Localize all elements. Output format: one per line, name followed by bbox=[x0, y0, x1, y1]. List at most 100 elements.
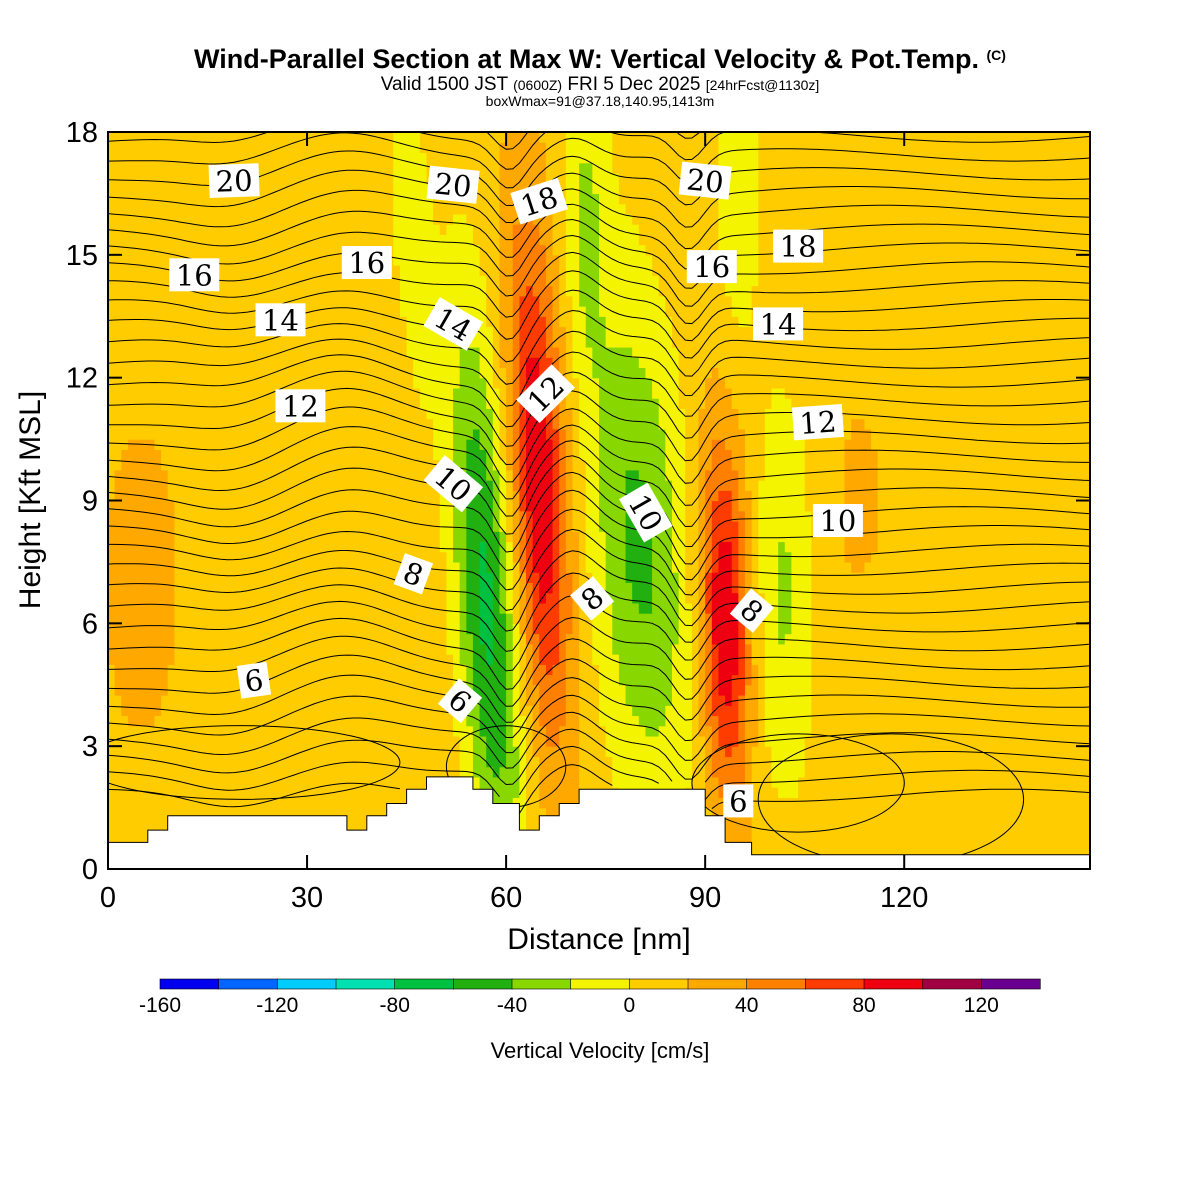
velocity-cell bbox=[744, 766, 753, 778]
velocity-cell bbox=[844, 572, 852, 583]
velocity-cell bbox=[983, 643, 992, 655]
velocity-cell bbox=[1023, 531, 1031, 543]
velocity-cell bbox=[890, 633, 899, 645]
velocity-cell bbox=[300, 602, 308, 614]
velocity-cell bbox=[134, 531, 142, 543]
velocity-cell bbox=[844, 848, 852, 860]
velocity-cell bbox=[784, 756, 793, 768]
velocity-cell bbox=[751, 551, 759, 563]
velocity-cell bbox=[579, 705, 587, 717]
velocity-cell bbox=[267, 735, 275, 747]
velocity-cell bbox=[360, 787, 368, 798]
velocity-cell bbox=[645, 643, 653, 655]
velocity-cell bbox=[798, 715, 806, 727]
velocity-cell bbox=[472, 705, 481, 717]
velocity-cell bbox=[154, 602, 162, 614]
velocity-cell bbox=[665, 654, 673, 665]
velocity-cell bbox=[519, 705, 527, 717]
velocity-cell bbox=[406, 715, 414, 727]
velocity-cell bbox=[930, 694, 938, 706]
velocity-cell bbox=[552, 623, 560, 635]
velocity-cell bbox=[811, 613, 819, 624]
velocity-cell bbox=[220, 797, 229, 809]
velocity-cell bbox=[366, 654, 375, 665]
velocity-cell bbox=[466, 756, 474, 768]
velocity-cell bbox=[592, 561, 600, 573]
velocity-cell bbox=[320, 715, 328, 727]
velocity-cell bbox=[1043, 684, 1051, 696]
velocity-cell bbox=[240, 551, 248, 563]
velocity-cell bbox=[472, 561, 481, 573]
velocity-cell bbox=[625, 715, 633, 727]
velocity-cell bbox=[910, 613, 919, 624]
velocity-cell bbox=[399, 725, 408, 737]
velocity-cell bbox=[419, 674, 428, 686]
velocity-cell bbox=[751, 756, 759, 768]
velocity-cell bbox=[705, 705, 713, 717]
velocity-cell bbox=[1010, 838, 1018, 850]
velocity-cell bbox=[1056, 541, 1065, 553]
velocity-cell bbox=[519, 817, 527, 829]
velocity-cell bbox=[970, 817, 978, 829]
velocity-cell bbox=[253, 643, 262, 655]
velocity-cell bbox=[691, 694, 700, 706]
velocity-cell bbox=[910, 551, 919, 563]
velocity-cell bbox=[1003, 602, 1011, 614]
velocity-cell bbox=[260, 715, 268, 727]
velocity-cell bbox=[154, 807, 162, 819]
velocity-cell bbox=[399, 541, 408, 553]
velocity-cell bbox=[963, 674, 972, 686]
velocity-cell bbox=[798, 643, 806, 655]
velocity-cell bbox=[1050, 572, 1058, 583]
velocity-cell bbox=[433, 735, 441, 747]
velocity-cell bbox=[778, 531, 786, 543]
velocity-cell bbox=[293, 582, 302, 594]
velocity-cell bbox=[512, 674, 520, 686]
velocity-cell bbox=[194, 613, 202, 624]
velocity-cell bbox=[937, 592, 945, 604]
velocity-cell bbox=[300, 797, 308, 809]
velocity-cell bbox=[917, 705, 925, 717]
velocity-cell bbox=[154, 592, 162, 604]
velocity-cell bbox=[234, 694, 242, 706]
velocity-cell bbox=[326, 766, 335, 778]
velocity-cell bbox=[937, 828, 945, 839]
velocity-cell bbox=[705, 551, 713, 563]
velocity-cell bbox=[990, 735, 998, 747]
velocity-cell bbox=[811, 756, 819, 768]
velocity-cell bbox=[685, 674, 693, 686]
velocity-cell bbox=[937, 674, 945, 686]
velocity-cell bbox=[453, 613, 461, 624]
velocity-cell bbox=[539, 715, 547, 727]
velocity-cell bbox=[811, 694, 819, 706]
velocity-cell bbox=[200, 766, 209, 778]
velocity-cell bbox=[963, 633, 972, 645]
velocity-cell bbox=[1043, 756, 1051, 768]
velocity-cell bbox=[824, 664, 832, 676]
velocity-cell bbox=[904, 766, 912, 778]
velocity-cell bbox=[194, 531, 202, 543]
velocity-cell bbox=[247, 725, 255, 737]
velocity-cell bbox=[963, 582, 972, 594]
velocity-cell bbox=[1003, 766, 1011, 778]
velocity-cell bbox=[851, 776, 859, 788]
velocity-cell bbox=[326, 613, 335, 624]
velocity-cell bbox=[167, 735, 175, 747]
velocity-cell bbox=[924, 797, 932, 809]
velocity-cell bbox=[1017, 592, 1025, 604]
velocity-cell bbox=[108, 623, 116, 635]
velocity-cell bbox=[877, 746, 885, 758]
velocity-cell bbox=[970, 602, 978, 614]
velocity-cell bbox=[127, 623, 136, 635]
velocity-cell bbox=[1030, 592, 1038, 604]
velocity-cell bbox=[1030, 828, 1038, 839]
velocity-cell bbox=[944, 674, 952, 686]
velocity-cell bbox=[486, 613, 494, 624]
velocity-cell bbox=[1070, 746, 1078, 758]
velocity-cell bbox=[121, 633, 129, 645]
velocity-cell bbox=[618, 664, 627, 676]
velocity-cell bbox=[904, 817, 912, 829]
velocity-cell bbox=[326, 582, 335, 594]
velocity-cell bbox=[340, 725, 348, 737]
velocity-cell bbox=[784, 766, 793, 778]
